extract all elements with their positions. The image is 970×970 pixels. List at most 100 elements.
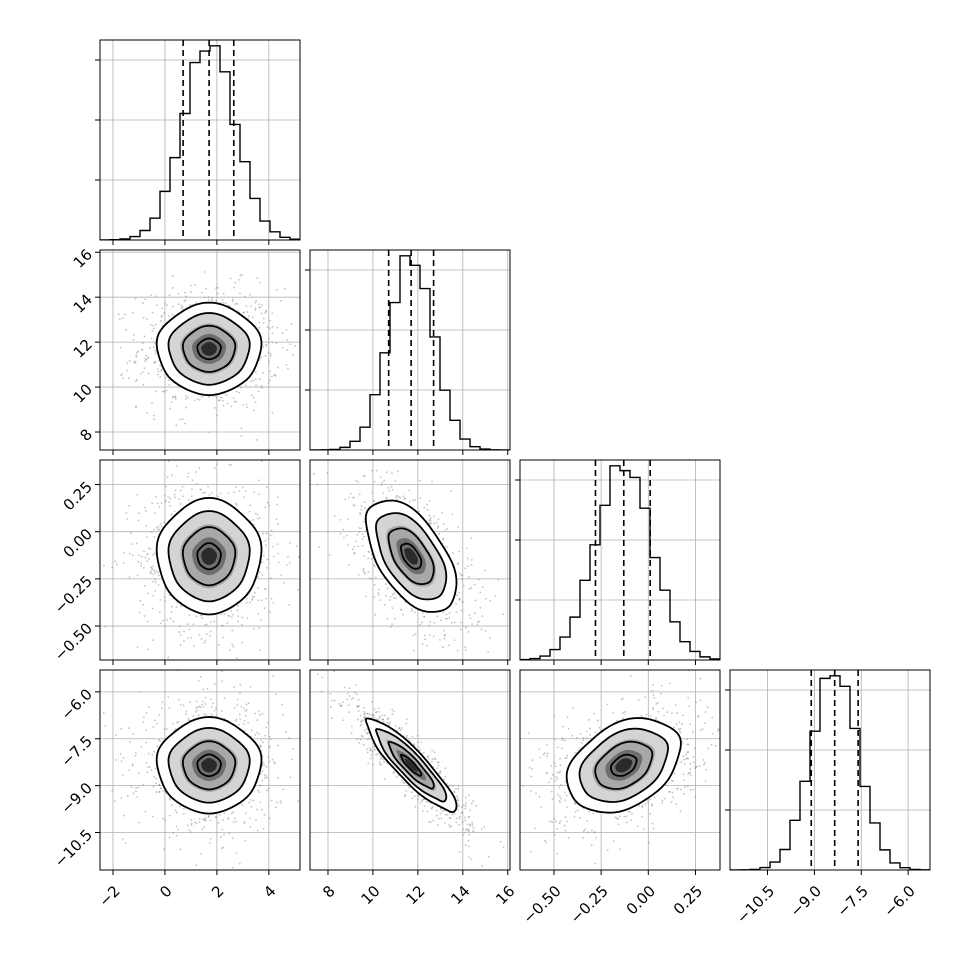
y-tick-label: 8 xyxy=(77,425,96,444)
scatter-point xyxy=(268,505,271,507)
scatter-point xyxy=(249,504,252,507)
scatter-point xyxy=(262,372,265,374)
scatter-point xyxy=(455,594,458,596)
scatter-point xyxy=(152,573,155,576)
scatter-point xyxy=(398,727,400,729)
scatter-point xyxy=(457,799,460,802)
scatter-point xyxy=(254,378,257,381)
panel-frame xyxy=(309,459,511,661)
scatter-point xyxy=(297,556,300,558)
scatter-point xyxy=(150,337,153,340)
scatter-point xyxy=(195,615,198,618)
scatter-point xyxy=(287,367,289,370)
scatter-point xyxy=(239,718,242,720)
scatter-point xyxy=(262,554,265,557)
scatter-point xyxy=(145,729,148,732)
scatter-point xyxy=(159,365,162,367)
scatter-point xyxy=(204,491,206,494)
scatter-point xyxy=(478,620,480,623)
scatter-point xyxy=(375,710,378,713)
scatter-point xyxy=(265,532,268,535)
scatter-point xyxy=(217,643,220,646)
scatter-point xyxy=(461,821,464,823)
scatter-point xyxy=(241,641,243,644)
scatter-point xyxy=(245,703,248,706)
scatter-point xyxy=(391,607,394,610)
scatter-point xyxy=(140,555,143,558)
scatter-point xyxy=(168,594,171,597)
scatter-point xyxy=(207,485,210,488)
scatter-point xyxy=(122,562,125,564)
y-tick-label: 16 xyxy=(70,246,96,272)
scatter-point xyxy=(153,552,156,555)
scatter-point xyxy=(132,338,135,341)
scatter-point xyxy=(206,633,208,635)
scatter-point xyxy=(269,745,272,748)
scatter-point xyxy=(366,728,368,730)
scatter-point xyxy=(564,799,567,802)
scatter-point xyxy=(414,633,417,636)
scatter-point xyxy=(151,580,154,583)
scatter-point xyxy=(220,835,222,838)
scatter-point xyxy=(223,812,226,815)
scatter-point xyxy=(228,463,231,466)
scatter-point xyxy=(238,490,241,492)
scatter-point xyxy=(138,512,140,515)
scatter-point xyxy=(269,534,272,537)
scatter-point xyxy=(435,809,438,812)
scatter-point xyxy=(464,804,467,807)
scatter-point xyxy=(353,504,356,507)
scatter-point xyxy=(203,818,206,821)
scatter-point xyxy=(147,752,150,755)
scatter-point xyxy=(230,616,233,619)
scatter-point xyxy=(175,464,178,467)
scatter-point xyxy=(131,764,134,767)
scatter-point xyxy=(152,346,155,349)
scatter-point xyxy=(405,736,408,738)
scatter-point xyxy=(360,527,363,530)
contour-line xyxy=(155,496,263,616)
scatter-point xyxy=(373,595,376,598)
scatter-point xyxy=(245,384,247,387)
scatter-panel-2-3: −0.50 −0.25 0.00 0.25 xyxy=(519,669,721,927)
scatter-point xyxy=(383,778,386,780)
scatter-point xyxy=(455,821,458,824)
scatter-point xyxy=(257,599,260,602)
scatter-point xyxy=(223,833,225,836)
scatter-point xyxy=(265,775,268,778)
scatter-point xyxy=(194,821,196,824)
scatter-point xyxy=(470,563,473,566)
scatter-point xyxy=(430,522,432,525)
scatter-point xyxy=(442,611,445,614)
scatter-point xyxy=(464,807,467,810)
scatter-point xyxy=(181,306,184,309)
contour-line xyxy=(182,526,237,587)
scatter-point xyxy=(186,636,189,639)
scatter-point xyxy=(237,615,240,618)
scatter-point xyxy=(437,824,439,826)
histogram-panel-1 xyxy=(305,249,511,455)
scatter-point xyxy=(266,873,268,875)
scatter-point xyxy=(380,763,382,766)
scatter-point xyxy=(455,817,458,820)
scatter-point xyxy=(502,846,505,849)
scatter-point xyxy=(448,784,451,787)
scatter-point xyxy=(208,814,211,816)
scatter-point xyxy=(252,396,255,399)
scatter-point xyxy=(203,296,206,299)
scatter-point xyxy=(360,508,363,511)
scatter-point xyxy=(545,841,547,844)
scatter-point xyxy=(145,741,148,744)
scatter-point xyxy=(339,532,342,535)
scatter-point xyxy=(163,302,166,305)
scatter-point xyxy=(232,645,235,648)
scatter-point xyxy=(352,552,355,555)
scatter-point xyxy=(394,480,397,483)
scatter-point xyxy=(216,463,218,466)
scatter-point xyxy=(258,359,261,361)
scatter-point xyxy=(363,571,366,574)
scatter-point xyxy=(167,656,170,659)
scatter-point xyxy=(121,774,124,777)
scatter-point xyxy=(142,302,144,304)
